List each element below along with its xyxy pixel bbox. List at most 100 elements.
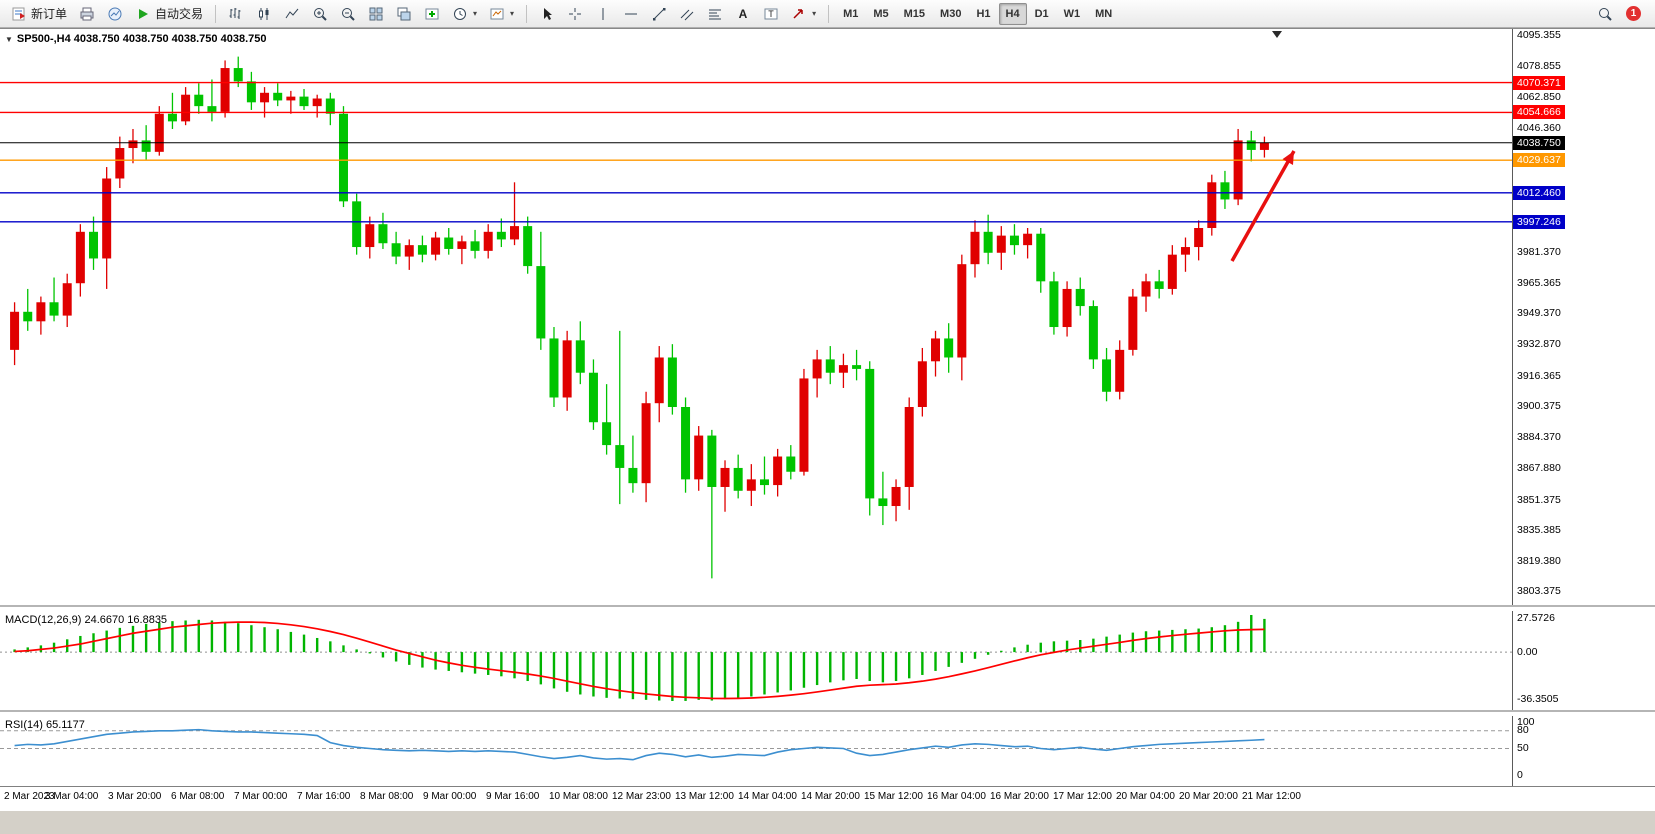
panel-separator[interactable] [0,604,1655,607]
tile-windows-button[interactable] [363,3,389,25]
timeframe-w1-button[interactable]: W1 [1063,7,1081,20]
bear-candle [825,359,835,373]
print-button[interactable] [74,3,100,25]
text-label-button[interactable]: T [758,3,784,25]
macd-axis[interactable]: 27.5726 0.00 -36.3505 [1512,610,1655,710]
horizontal-line-button[interactable] [618,3,644,25]
bear-candle [49,302,59,316]
add-indicator-button[interactable] [419,3,445,25]
svg-text:T: T [768,9,774,19]
template-button[interactable]: ▾ [484,3,519,25]
bull-candle [641,403,651,484]
bear-candle [23,311,33,322]
bull-candle [904,407,914,487]
rsi-axis[interactable]: 100 80 50 0 [1512,715,1655,786]
autotrading-play-icon [139,8,149,19]
bull-candle [1128,296,1138,350]
trend-arrow[interactable] [1230,150,1296,262]
bull-candle [365,224,375,248]
time-axis-label: 6 Mar 08:00 [171,790,225,802]
zoom-out-icon [342,7,355,21]
time-axis-label: 9 Mar 00:00 [423,790,477,802]
panel-separator[interactable] [0,709,1655,712]
price-axis-label: 3851.375 [1517,493,1561,506]
bear-candle [167,113,177,122]
trendline-button[interactable] [646,3,672,25]
price-axis-label: 3900.375 [1517,400,1561,413]
new-order-label: 新订单 [31,7,68,21]
zoom-in-icon [314,7,327,21]
search-icon [1599,7,1612,21]
zoom-out-button[interactable] [335,3,361,25]
bull-candle [154,113,164,152]
bull-candle [62,283,72,316]
macd-scale-label: 27.5726 [1517,611,1555,624]
candles-chart-button[interactable] [251,3,277,25]
shapes-button[interactable]: ▾ [786,3,821,25]
main-chart-area[interactable]: ▼ SP500-,H4 4038.750 4038.750 4038.750 4… [0,29,1512,601]
search-button[interactable] [1592,3,1618,25]
new-order-button[interactable]: 新订单 [6,3,72,25]
bull-candle [694,435,704,480]
bear-candle [391,243,401,257]
vertical-line-button[interactable] [590,3,616,25]
bull-candle [483,231,493,251]
bars-chart-button[interactable] [223,3,249,25]
chart-preview-button[interactable] [102,3,128,25]
chart-title-text: SP500-,H4 4038.750 4038.750 4038.750 403… [16,33,267,45]
chart-collapse-icon[interactable]: ▼ [5,34,13,44]
candlestick-canvas[interactable] [0,29,1512,601]
channel-button[interactable] [674,3,700,25]
crosshair-button[interactable] [562,3,588,25]
cascade-windows-icon [397,7,411,20]
text-button[interactable]: A [730,3,756,25]
timeframe-m5-button[interactable]: M5 [873,7,889,20]
bear-candle [1246,140,1256,150]
price-axis-label: 4046.360 [1517,122,1561,135]
zoom-in-button[interactable] [307,3,333,25]
line-chart-button[interactable] [279,3,305,25]
status-bar [0,809,1655,834]
price-level-badge: 4012.460 [1513,185,1565,200]
timeframe-h4-button[interactable]: H4 [998,2,1027,25]
time-axis-label: 17 Mar 12:00 [1053,790,1112,802]
chart-shift-marker-icon[interactable] [1272,31,1282,43]
toolbar-separator [215,4,217,23]
time-axis-label: 7 Mar 16:00 [297,790,351,802]
timeframe-d1-button[interactable]: D1 [1034,7,1049,20]
period-clock-button[interactable]: ▾ [447,3,482,25]
bear-candle [733,467,743,491]
cursor-button[interactable] [534,3,560,25]
bull-candle [996,235,1006,253]
bull-candle [128,140,138,149]
cascade-windows-button[interactable] [391,3,417,25]
autotrading-button[interactable]: 自动交易 [130,3,208,25]
bull-candle [115,148,125,179]
period-clock-icon [454,7,467,20]
notification-badge[interactable]: 1 [1626,6,1641,21]
time-axis-label: 8 Mar 08:00 [360,790,414,802]
price-level-badge: 4029.637 [1513,153,1565,168]
price-axis[interactable]: 4095.355 4078.855 4062.850 4046.360 3981.370… [1512,29,1655,605]
time-axis[interactable]: 2 Mar 2023 3 Mar 04:00 3 Mar 20:00 6 Mar 08… [0,785,1655,806]
macd-panel[interactable]: MACD(12,26,9) 24.6670 16.8835 [0,610,1512,706]
bull-candle [917,361,927,408]
bear-candle [523,226,533,267]
bull-candle [799,378,809,472]
timeframe-h1-button[interactable]: H1 [976,7,991,20]
horizontal-line-icon [625,13,638,14]
fibonacci-button[interactable] [702,3,728,25]
price-axis-label: 4078.855 [1517,60,1561,73]
timeframe-m1-button[interactable]: M1 [843,7,859,20]
bear-candle [1075,288,1085,307]
time-axis-label: 21 Mar 12:00 [1242,790,1301,802]
timeframe-mn-button[interactable]: MN [1095,7,1113,20]
bull-candle [312,98,322,107]
bull-candle [812,359,822,379]
timeframe-m15-button[interactable]: M15 [903,7,926,20]
bear-candle [1088,306,1098,360]
macd-canvas [0,614,1512,701]
timeframe-m30-button[interactable]: M30 [940,7,962,20]
rsi-panel[interactable]: RSI(14) 65.1177 [0,715,1512,782]
price-axis-label: 3916.365 [1517,369,1561,382]
